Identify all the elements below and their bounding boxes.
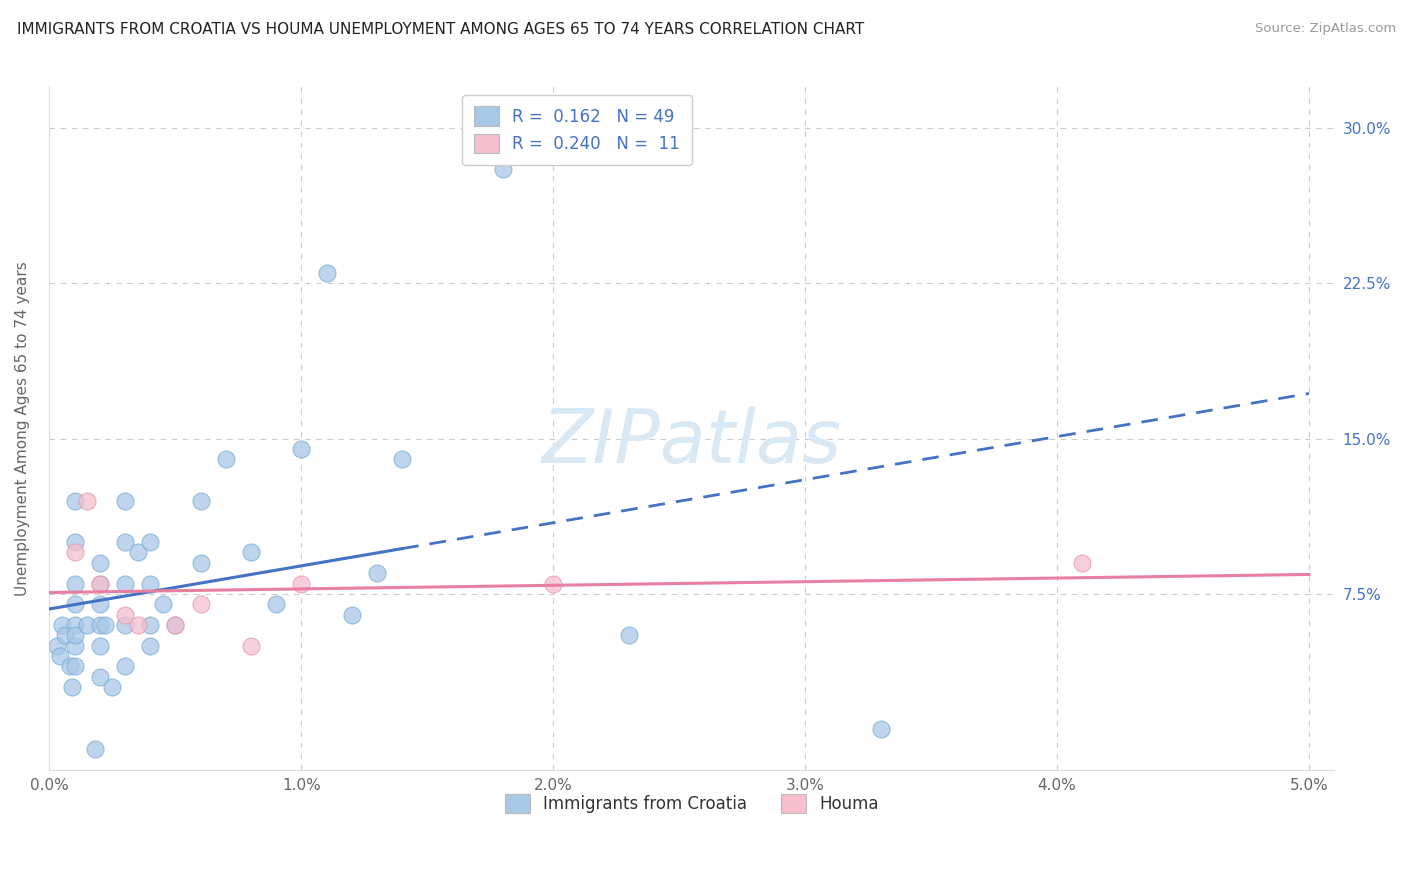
- Point: [101, 680, 124, 694]
- Point: [76, 493, 98, 508]
- Point: [617, 628, 640, 642]
- Point: [63, 576, 86, 591]
- Point: [83, 742, 105, 756]
- Point: [89, 576, 111, 591]
- Point: [391, 452, 413, 467]
- Point: [63, 659, 86, 673]
- Point: [94, 618, 117, 632]
- Point: [492, 162, 515, 177]
- Point: [63, 628, 86, 642]
- Point: [152, 597, 174, 611]
- Text: IMMIGRANTS FROM CROATIA VS HOUMA UNEMPLOYMENT AMONG AGES 65 TO 74 YEARS CORRELAT: IMMIGRANTS FROM CROATIA VS HOUMA UNEMPLO…: [17, 22, 865, 37]
- Point: [239, 639, 262, 653]
- Point: [190, 597, 212, 611]
- Point: [63, 493, 86, 508]
- Point: [51, 618, 73, 632]
- Point: [264, 597, 287, 611]
- Point: [53, 628, 76, 642]
- Point: [89, 597, 111, 611]
- Point: [89, 556, 111, 570]
- Point: [89, 670, 111, 684]
- Point: [76, 618, 98, 632]
- Point: [46, 639, 69, 653]
- Point: [165, 618, 187, 632]
- Point: [340, 607, 363, 622]
- Point: [114, 607, 136, 622]
- Point: [89, 639, 111, 653]
- Point: [63, 639, 86, 653]
- Point: [63, 535, 86, 549]
- Text: ZIPatlas: ZIPatlas: [541, 406, 842, 478]
- Point: [315, 266, 337, 280]
- Point: [239, 545, 262, 559]
- Point: [139, 576, 162, 591]
- Point: [541, 576, 564, 591]
- Y-axis label: Unemployment Among Ages 65 to 74 years: Unemployment Among Ages 65 to 74 years: [15, 260, 30, 596]
- Point: [869, 722, 891, 736]
- Point: [114, 618, 136, 632]
- Point: [89, 576, 111, 591]
- Point: [290, 576, 312, 591]
- Point: [190, 493, 212, 508]
- Text: Source: ZipAtlas.com: Source: ZipAtlas.com: [1256, 22, 1396, 36]
- Point: [63, 618, 86, 632]
- Point: [60, 680, 83, 694]
- Point: [139, 639, 162, 653]
- Point: [58, 659, 80, 673]
- Point: [190, 556, 212, 570]
- Point: [290, 442, 312, 456]
- Point: [366, 566, 388, 581]
- Point: [215, 452, 238, 467]
- Point: [127, 618, 149, 632]
- Point: [114, 535, 136, 549]
- Point: [127, 545, 149, 559]
- Legend: Immigrants from Croatia, Houma: Immigrants from Croatia, Houma: [495, 784, 889, 823]
- Point: [114, 659, 136, 673]
- Point: [139, 618, 162, 632]
- Point: [48, 648, 70, 663]
- Point: [63, 545, 86, 559]
- Point: [1071, 556, 1094, 570]
- Point: [114, 576, 136, 591]
- Point: [139, 535, 162, 549]
- Point: [89, 618, 111, 632]
- Point: [114, 493, 136, 508]
- Point: [63, 597, 86, 611]
- Point: [165, 618, 187, 632]
